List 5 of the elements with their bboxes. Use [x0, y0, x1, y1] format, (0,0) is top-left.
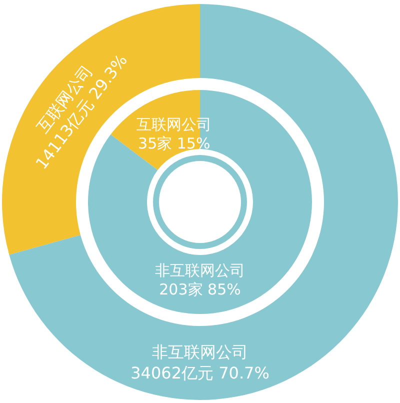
slice-label: 非互联网公司 — [155, 262, 245, 280]
data-label: 203家 85% — [159, 280, 241, 298]
data-label: 34062亿元 70.7% — [130, 363, 270, 382]
donut-slice — [9, 4, 398, 400]
slice-label: 非互联网公司 — [152, 342, 248, 361]
